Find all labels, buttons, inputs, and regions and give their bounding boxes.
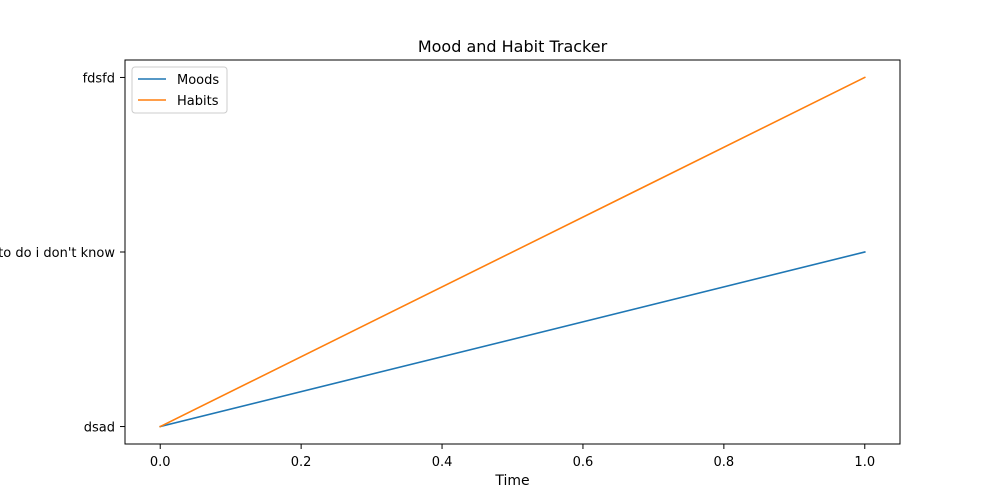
x-axis: 0.0 0.2 0.4 0.6 0.8 1.0 <box>150 444 875 470</box>
y-axis: dsad what to do i don't know fdsfd <box>0 71 125 436</box>
x-tick-label: 0.6 <box>573 455 594 470</box>
legend-label-moods: Moods <box>177 73 219 88</box>
chart-title: Mood and Habit Tracker <box>418 37 608 56</box>
x-tick-label: 0.2 <box>291 455 312 470</box>
series-lines <box>159 76 866 428</box>
x-tick-label: 1.0 <box>854 455 875 470</box>
y-tick-label: dsad <box>84 421 115 436</box>
x-tick-label: 0.4 <box>432 455 453 470</box>
legend: Moods Habits <box>131 66 228 114</box>
x-tick-label: 0.8 <box>714 455 735 470</box>
y-tick-label: what to do i don't know <box>0 246 115 261</box>
series-line-moods <box>159 251 866 428</box>
x-axis-label: Time <box>494 473 529 489</box>
y-tick-label: fdsfd <box>83 71 115 86</box>
legend-label-habits: Habits <box>177 94 219 109</box>
series-line-habits <box>159 76 866 428</box>
x-tick-label: 0.0 <box>150 455 171 470</box>
